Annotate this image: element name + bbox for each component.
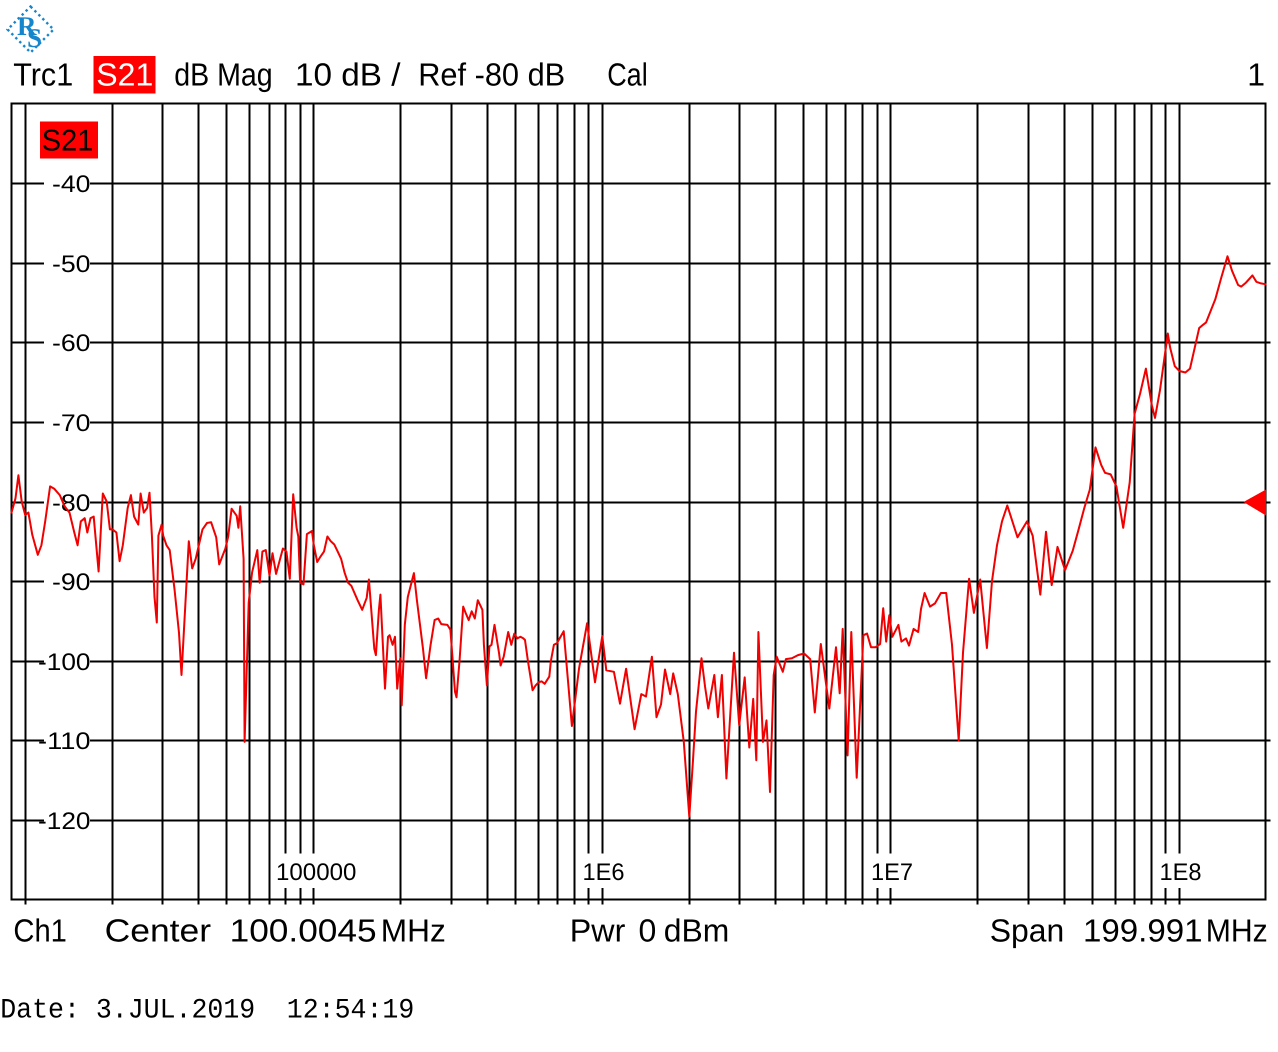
svg-text:Date: 3.JUL.2019: Date: 3.JUL.2019	[0, 996, 255, 1027]
svg-text:Trc1: Trc1	[13, 57, 73, 93]
svg-text:Center: Center	[105, 913, 212, 949]
svg-text:-100: -100	[38, 649, 91, 676]
svg-text:R: R	[17, 11, 37, 41]
svg-text:Ref -80 dB: Ref -80 dB	[418, 57, 565, 93]
svg-text:Ch1: Ch1	[13, 913, 67, 949]
svg-text:Span: Span	[990, 913, 1064, 949]
svg-text:S21: S21	[42, 125, 94, 158]
svg-text:S: S	[27, 23, 42, 53]
svg-text:100000: 100000	[276, 859, 356, 886]
svg-text:1: 1	[1247, 57, 1265, 93]
svg-text:dBm: dBm	[664, 913, 730, 949]
svg-text:0: 0	[639, 913, 657, 949]
svg-text:10 dB /: 10 dB /	[295, 57, 401, 93]
svg-text:MHz: MHz	[1206, 913, 1268, 949]
svg-text:-60: -60	[52, 330, 91, 357]
svg-text:-40: -40	[52, 171, 91, 198]
svg-text:dB Mag: dB Mag	[174, 57, 273, 93]
svg-text:Pwr: Pwr	[570, 913, 626, 949]
svg-text:-110: -110	[38, 728, 91, 755]
svg-text:-70: -70	[52, 410, 91, 437]
svg-text:S21: S21	[96, 57, 153, 93]
svg-text:-90: -90	[52, 569, 91, 596]
svg-text:199.991: 199.991	[1083, 913, 1203, 949]
svg-text:1E7: 1E7	[871, 859, 913, 886]
svg-text:1E8: 1E8	[1160, 859, 1202, 886]
svg-text:1E6: 1E6	[583, 859, 625, 886]
svg-text:Cal: Cal	[607, 57, 648, 93]
svg-text:MHz: MHz	[381, 913, 446, 949]
svg-text:-120: -120	[38, 808, 91, 835]
svg-text:12:54:19: 12:54:19	[287, 996, 415, 1027]
svg-text:100.0045: 100.0045	[230, 913, 377, 949]
svg-text:-50: -50	[52, 251, 91, 278]
